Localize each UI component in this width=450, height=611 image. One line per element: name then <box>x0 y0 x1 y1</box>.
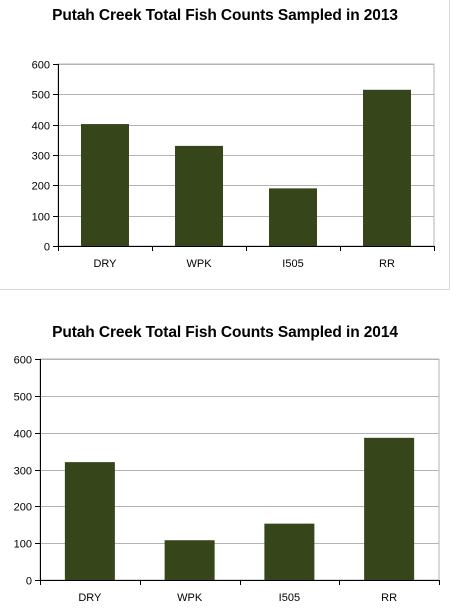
x-tick-label: WPK <box>186 258 212 270</box>
bar-rr <box>364 437 415 580</box>
bar-chart-2014: 0 100 200 300 400 500 600 DRY WPK I505 RR <box>14 355 440 604</box>
chart-title: Putah Creek Total Fish Counts Sampled in… <box>52 7 398 24</box>
x-tick-label: I505 <box>282 258 303 270</box>
bar-chart-2013: 0 100 200 300 400 500 600 DRY WPK I505 RR <box>32 60 435 270</box>
bar-i505 <box>264 523 315 580</box>
y-tick-label: 500 <box>14 392 32 404</box>
bar-wpk <box>175 145 223 246</box>
y-tick-label: 500 <box>32 90 50 102</box>
bar-i505 <box>269 188 317 246</box>
chart-panel-2013: Putah Creek Total Fish Counts Sampled in… <box>0 0 450 290</box>
x-tick-label: I505 <box>279 592 300 604</box>
y-tick-label: 100 <box>14 539 32 551</box>
bar-rr <box>363 89 411 247</box>
y-tick-label: 400 <box>14 429 32 441</box>
x-tick-label: DRY <box>78 592 102 604</box>
y-tick-label: 200 <box>14 502 32 514</box>
y-tick-label: 200 <box>32 181 50 193</box>
y-tick-label: 300 <box>14 466 32 478</box>
chart-panel-2014: Putah Creek Total Fish Counts Sampled in… <box>0 314 450 611</box>
bar-dry <box>81 124 129 246</box>
bar-dry <box>64 462 115 580</box>
x-tick-label: RR <box>381 592 397 604</box>
x-tick-label: RR <box>379 258 395 270</box>
y-tick-label: 400 <box>32 121 50 133</box>
x-tick-label: WPK <box>177 592 203 604</box>
bar-wpk <box>164 540 215 580</box>
y-tick-label: 600 <box>14 355 32 367</box>
y-tick-label: 300 <box>32 151 50 163</box>
x-tick-label: DRY <box>93 258 117 270</box>
y-tick-label: 100 <box>32 212 50 224</box>
y-tick-label: 0 <box>26 576 32 588</box>
y-tick-label: 600 <box>32 60 50 72</box>
y-tick-label: 0 <box>44 242 50 254</box>
chart-title: Putah Creek Total Fish Counts Sampled in… <box>52 324 398 341</box>
